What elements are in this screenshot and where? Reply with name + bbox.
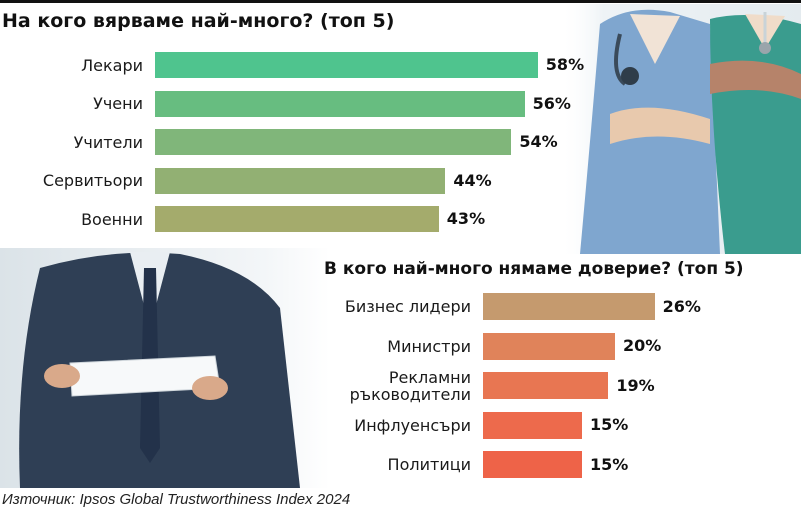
bar [155, 167, 446, 194]
bar [155, 206, 439, 232]
value-label: 15% [590, 415, 629, 434]
value-label: 43% [446, 209, 486, 228]
trust-chart-title: На кого вярваме най-много? (топ 5) [2, 10, 395, 32]
medics-photo [560, 4, 801, 254]
bar [483, 332, 615, 360]
category-label: Учители [73, 132, 143, 152]
source-note: Източник: Ipsos Global Trustworthiness I… [2, 491, 351, 508]
category-label: Бизнес лидери [344, 297, 471, 316]
value-label: 26% [662, 296, 701, 316]
value-label: 54% [519, 132, 558, 151]
bar [155, 52, 538, 78]
distrust-bar-chart: Бизнес лидери 26% Министри 20% Рекламни ръко… [300, 284, 801, 484]
value-label: 20% [623, 336, 662, 355]
category-label: Рекламни ръководители [349, 367, 471, 404]
category-label: Лекари [81, 55, 143, 75]
value-label: 58% [545, 55, 585, 74]
value-label: 44% [453, 170, 492, 190]
category-label: Сервитьори [42, 171, 143, 190]
value-label: 15% [590, 454, 629, 474]
value-label: 56% [532, 93, 571, 113]
category-label: Военни [81, 209, 143, 229]
bar [483, 451, 582, 478]
bar [483, 372, 609, 399]
distrust-chart-title: В кого най-много нямаме доверие? (топ 5) [324, 259, 744, 279]
trust-bar-chart: Лекари 58% Учени 56% Учители 54% Сервитьори 44%… [0, 40, 801, 240]
value-label: 19% [616, 375, 655, 395]
bar [155, 90, 525, 117]
businessman-photo [0, 248, 330, 488]
category-label: Политици [387, 455, 471, 474]
bar [483, 411, 582, 439]
category-label: Министри [387, 336, 471, 356]
category-label: Инфлуенсъри [354, 415, 471, 435]
category-label: Учени [93, 94, 143, 113]
bar [155, 129, 512, 155]
top-rule [0, 0, 801, 3]
bar [483, 293, 655, 320]
